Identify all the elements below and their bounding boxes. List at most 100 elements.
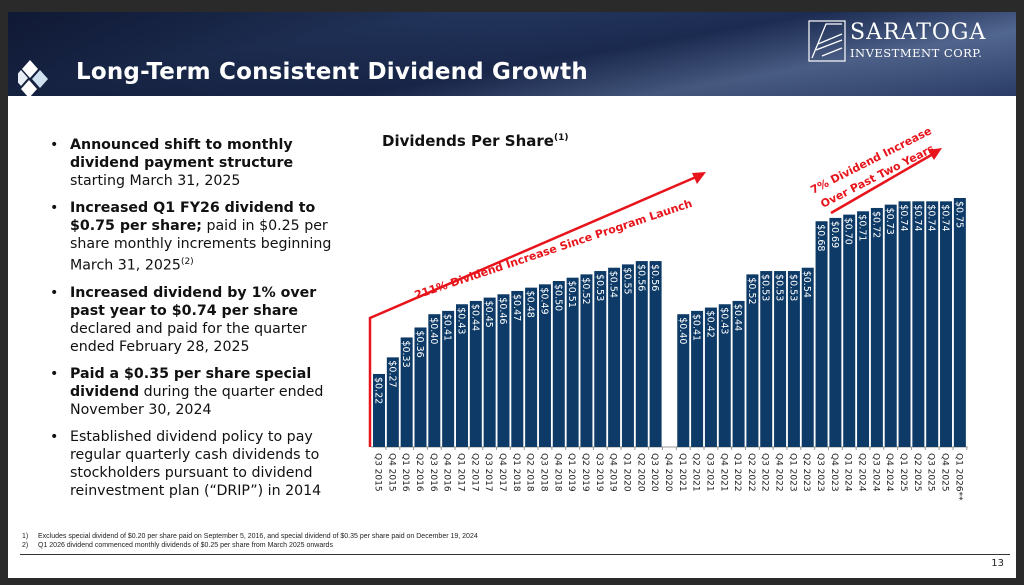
bar-value-label: $0.43 bbox=[718, 307, 729, 334]
x-tick-label: Q2 2019 bbox=[580, 453, 590, 492]
bar-value-label: $0.56 bbox=[649, 264, 660, 291]
bar bbox=[774, 271, 787, 447]
x-tick-label: Q3 2025 bbox=[926, 453, 936, 492]
chart-title: Dividends Per Share(1) bbox=[382, 132, 569, 150]
bar-value-label: $0.33 bbox=[400, 340, 411, 367]
x-tick-label: Q2 2020 bbox=[635, 453, 645, 492]
x-tick-label: Q1 2025 bbox=[898, 453, 908, 492]
page-title: Long-Term Consistent Dividend Growth bbox=[76, 59, 588, 85]
x-tick-label: Q2 2017 bbox=[469, 453, 479, 492]
bar-value-label: $0.51 bbox=[566, 281, 577, 308]
x-tick-label: Q1 2026** bbox=[953, 453, 963, 501]
x-tick-label: Q1 2018 bbox=[511, 453, 521, 492]
x-tick-label: Q4 2018 bbox=[552, 453, 562, 492]
bar-value-label: $0.36 bbox=[414, 330, 425, 357]
bar-value-label: $0.54 bbox=[801, 271, 812, 298]
footnotes: 1) Excludes special dividend of $0.20 per… bbox=[22, 532, 478, 550]
bar bbox=[926, 201, 939, 447]
bar bbox=[400, 337, 413, 447]
x-tick-label: Q2 2022 bbox=[746, 453, 756, 492]
bar-value-label: $0.70 bbox=[843, 218, 854, 245]
bullet-item: Increased dividend by 1% over past year … bbox=[48, 284, 348, 356]
bar-value-label: $0.74 bbox=[912, 204, 923, 231]
bar-value-label: $0.41 bbox=[442, 314, 453, 341]
x-tick-label: Q4 2024 bbox=[884, 453, 894, 492]
bar-value-label: $0.55 bbox=[621, 267, 632, 294]
page-number: 13 bbox=[991, 558, 1004, 569]
bar bbox=[442, 310, 455, 447]
x-tick-label: Q3 2023 bbox=[815, 453, 825, 492]
bar-value-label: $0.46 bbox=[497, 297, 508, 324]
x-tick-label: Q1 2021 bbox=[677, 453, 687, 492]
bar-value-label: $0.48 bbox=[525, 291, 536, 318]
bar-value-label: $0.53 bbox=[774, 274, 785, 301]
x-tick-label: Q3 2020 bbox=[649, 453, 659, 492]
dividend-bar-chart: $0.22 Q3 2015 $0.27 Q4 2015 $0.33 Q1 2016 $0.3… bbox=[368, 124, 968, 501]
x-tick-label: Q4 2019 bbox=[608, 453, 618, 492]
bar bbox=[483, 297, 496, 447]
x-tick-label: Q2 2023 bbox=[801, 453, 811, 492]
bar-value-label: $0.53 bbox=[594, 274, 605, 301]
x-tick-label: Q2 2024 bbox=[857, 453, 867, 492]
x-tick-label: Q3 2019 bbox=[594, 453, 604, 492]
bar bbox=[898, 201, 911, 447]
bullet-item: Announced shift to monthly dividend paym… bbox=[48, 136, 348, 190]
x-tick-label: Q2 2021 bbox=[691, 453, 701, 492]
bullet-item: Established dividend policy to pay regul… bbox=[48, 428, 348, 500]
bar bbox=[704, 307, 717, 447]
bar-value-label: $0.71 bbox=[857, 214, 868, 241]
bar bbox=[857, 211, 870, 447]
x-tick-label: Q4 2021 bbox=[718, 453, 728, 492]
bar-value-label: $0.73 bbox=[884, 208, 895, 235]
bar bbox=[691, 310, 704, 447]
bar-value-label: $0.22 bbox=[373, 377, 384, 404]
x-tick-label: Q4 2017 bbox=[497, 453, 507, 492]
bar-value-label: $0.74 bbox=[926, 204, 937, 231]
bar-value-label: $0.41 bbox=[691, 314, 702, 341]
bar-value-label: $0.43 bbox=[455, 307, 466, 334]
bar bbox=[829, 217, 842, 447]
x-tick-label: Q3 2022 bbox=[760, 453, 770, 492]
bar bbox=[386, 357, 399, 447]
bar-value-label: $0.68 bbox=[815, 224, 826, 251]
bar-value-label: $0.49 bbox=[538, 287, 549, 314]
x-tick-label: Q1 2020 bbox=[621, 453, 631, 492]
bar bbox=[594, 271, 607, 447]
bar-value-label: $0.47 bbox=[511, 294, 522, 321]
bullet-item: Increased Q1 FY26 dividend to $0.75 per … bbox=[48, 199, 348, 275]
x-tick-label: Q1 2016 bbox=[400, 453, 410, 492]
bar bbox=[414, 327, 427, 447]
x-tick-label: Q1 2019 bbox=[566, 453, 576, 492]
arrowhead-icon bbox=[928, 148, 942, 160]
bar bbox=[566, 277, 579, 447]
x-tick-label: Q3 2024 bbox=[870, 453, 880, 492]
bar bbox=[884, 204, 897, 447]
bar bbox=[732, 300, 745, 447]
bar bbox=[718, 304, 731, 447]
brand-subtitle: INVESTMENT CORP. bbox=[850, 46, 983, 60]
x-tick-label: Q1 2024 bbox=[843, 453, 853, 492]
bar-value-label: $0.44 bbox=[469, 304, 480, 331]
bar-value-label: $0.54 bbox=[608, 271, 619, 298]
bar-value-label: $0.45 bbox=[483, 301, 494, 328]
bar-value-label: $0.27 bbox=[386, 360, 397, 387]
bar bbox=[621, 264, 634, 447]
bar-value-label: $0.53 bbox=[760, 274, 771, 301]
bar bbox=[511, 290, 524, 447]
bullet-item: Paid a $0.35 per share special dividend … bbox=[48, 365, 348, 419]
bar-value-label: $0.40 bbox=[677, 317, 688, 344]
bar bbox=[843, 214, 856, 447]
bar-value-label: $0.42 bbox=[704, 311, 715, 338]
x-tick-label: Q1 2017 bbox=[455, 453, 465, 492]
growth-arrow-1 bbox=[368, 175, 697, 447]
bar bbox=[373, 373, 385, 447]
bar-value-label: $0.52 bbox=[580, 277, 591, 304]
arrowhead-icon bbox=[692, 172, 706, 184]
x-tick-label: Q2 2016 bbox=[414, 453, 424, 492]
x-tick-label: Q1 2023 bbox=[787, 453, 797, 492]
bar-value-label: $0.52 bbox=[746, 277, 757, 304]
bar bbox=[870, 207, 883, 447]
x-tick-label: Q3 2017 bbox=[483, 453, 493, 492]
bar-value-label: $0.40 bbox=[428, 317, 439, 344]
bar bbox=[760, 271, 773, 447]
